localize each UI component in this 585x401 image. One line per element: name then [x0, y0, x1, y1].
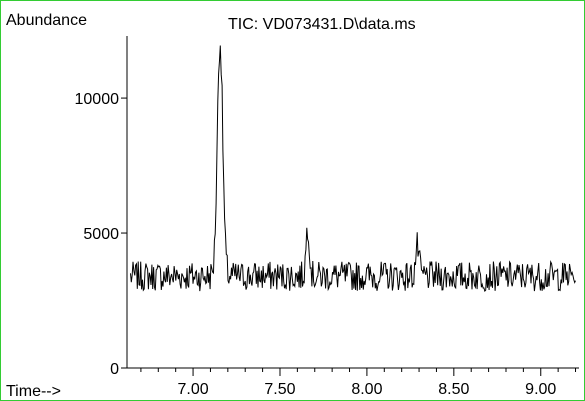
y-tick-label: 0: [110, 361, 119, 378]
y-tick-label: 10000: [75, 91, 120, 108]
x-tick-label: 7.50: [264, 381, 295, 398]
y-axis-title: Abundance: [6, 12, 87, 29]
y-tick-label: 5000: [83, 226, 119, 243]
chart-title: TIC: VD073431.D\data.ms: [228, 16, 416, 33]
x-tick-label: 8.50: [438, 381, 469, 398]
x-tick-label: 7.00: [177, 381, 208, 398]
x-tick-label: 9.00: [525, 381, 556, 398]
x-tick-label: 8.00: [351, 381, 382, 398]
x-axis-title: Time-->: [6, 383, 61, 400]
tic-trace-line: [130, 45, 576, 292]
